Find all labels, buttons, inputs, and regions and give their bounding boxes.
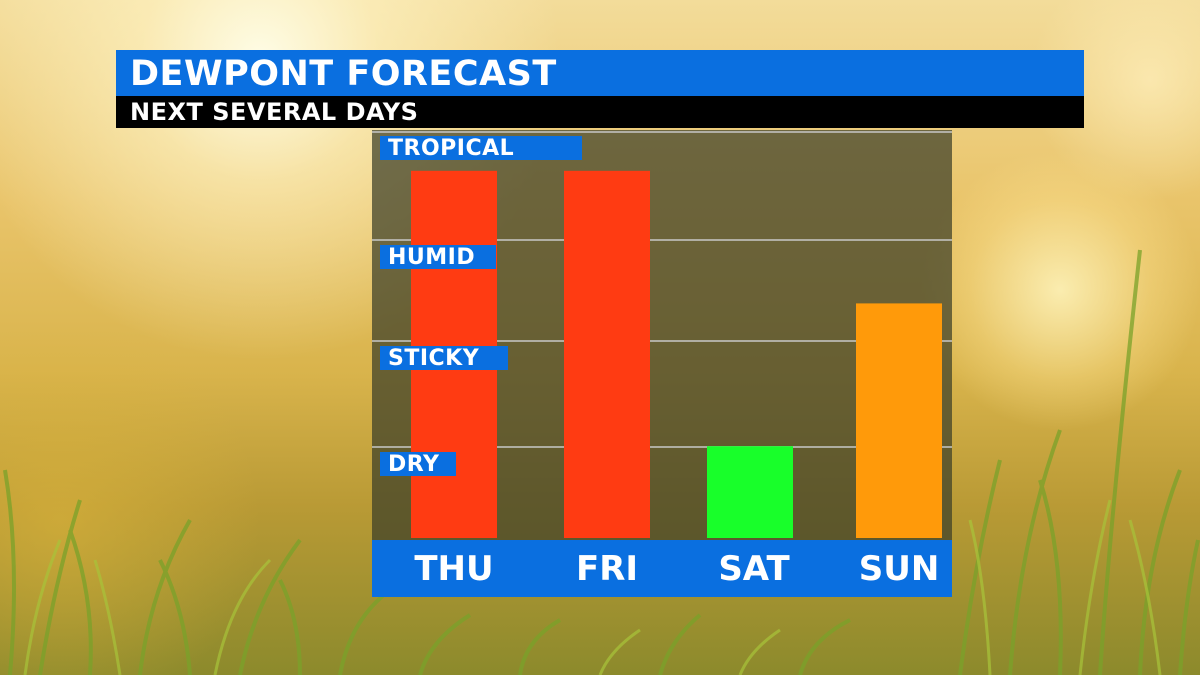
grid-line-dry [372, 446, 952, 448]
grid-line-sticky [372, 340, 952, 342]
y-level-dry: DRY [380, 452, 456, 477]
y-level-humid: HUMID [380, 245, 496, 270]
y-level-tropical: TROPICAL [380, 136, 582, 161]
chart-title: DEWPONT FORECAST [116, 50, 1084, 96]
bar-fri [564, 170, 650, 539]
bar-sun [856, 303, 942, 538]
x-tick-label-thu: THU [414, 549, 494, 589]
x-tick-label-fri: FRI [575, 549, 639, 589]
grid-line-top [372, 131, 952, 133]
x-tick-label-sun: SUN [858, 549, 940, 589]
grid-line-humid [372, 239, 952, 241]
x-axis-band [372, 540, 952, 597]
y-level-sticky: STICKY [380, 346, 508, 371]
x-tick-label-sat: SAT [718, 549, 790, 589]
bar-sat [707, 446, 793, 538]
chart-subtitle: NEXT SEVERAL DAYS [116, 96, 1084, 128]
